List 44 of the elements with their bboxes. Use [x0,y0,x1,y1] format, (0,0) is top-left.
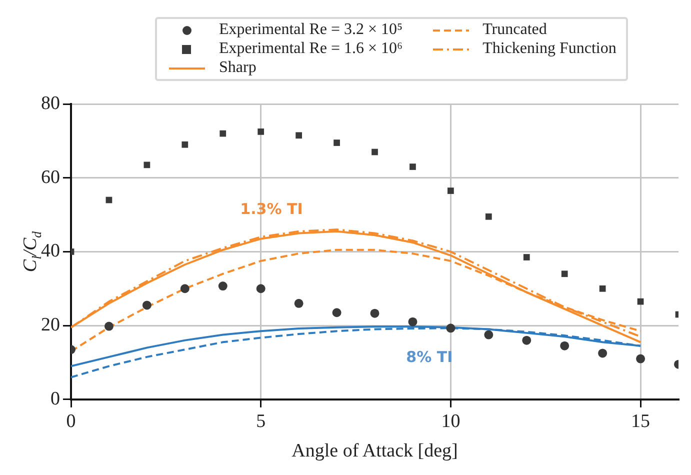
point [258,128,264,135]
point [599,285,606,292]
annotation: 8% TI [406,348,453,366]
point [408,317,418,326]
point [410,164,416,170]
legend-label: Thickening Function [482,40,616,58]
x-tick-label: 10 [441,410,460,432]
annotation: 1.3% TI [240,200,303,218]
legend-label: Truncated [482,21,547,39]
point [484,330,494,340]
point [142,300,152,310]
point [180,284,190,294]
y-tick-label: 60 [41,166,60,188]
point [256,284,266,294]
x-tick-label: 0 [66,410,76,432]
point [446,324,456,333]
point [332,308,342,318]
y-tick-label: 80 [41,92,60,114]
point [220,130,226,137]
legend-label: Experimental Re = 3.2 × 10⁵ [219,21,403,39]
point [370,308,380,318]
x-axis-title: Angle of Attack [deg] [292,440,458,462]
x-tick-label: 5 [256,410,266,432]
point [485,213,492,220]
legend-label: Sharp [219,59,256,77]
point [372,148,378,156]
point [294,298,304,308]
y-tick-label: 20 [41,314,60,336]
point [296,132,302,139]
point [144,162,150,168]
point [522,336,532,345]
point [218,282,228,291]
point [448,188,454,194]
y-tick-label: 0 [50,388,60,410]
point [104,322,114,331]
legend-label: Experimental Re = 1.6 × 10⁶ [219,40,403,58]
point [598,348,608,358]
point [636,354,646,364]
point [523,254,530,260]
point [561,270,568,278]
point [560,341,570,350]
x-tick-label: 15 [631,410,650,432]
point [182,141,188,148]
point [334,140,340,146]
